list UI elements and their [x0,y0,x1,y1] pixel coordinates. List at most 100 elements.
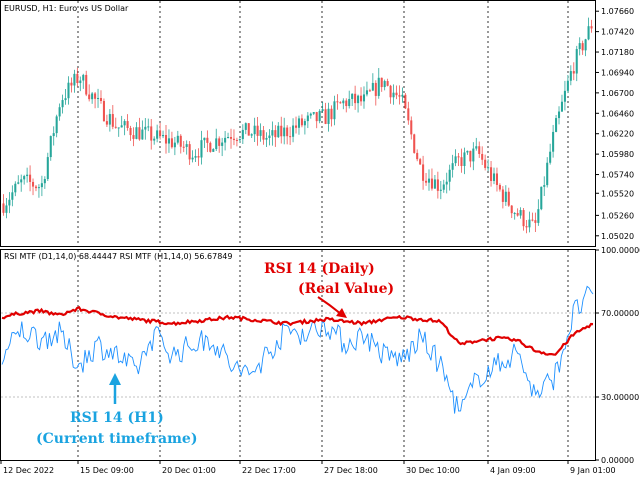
candle-body [221,142,224,146]
candle-body [191,157,194,160]
candle-body [439,189,442,191]
candle-body [206,137,209,143]
candle-body [516,213,519,216]
candle-body [336,101,339,103]
candle-body [543,185,546,187]
candle-body [312,112,315,114]
candle-body [448,169,451,182]
candle-body [97,97,100,99]
candle-body [300,118,303,126]
candle-body [212,149,215,152]
annotation-daily-line2: (Real Value) [298,281,394,297]
candle-body [327,108,330,124]
candle-body [587,26,590,40]
candle-body [487,167,490,169]
candle-body [451,163,454,170]
candle-body [333,101,336,120]
rsi-panel-title: RSI MTF (D1,14,0) 68.44447 RSI MTF (H1,1… [4,252,232,261]
candle-body [94,93,97,99]
candle-body [250,134,253,136]
rsi-h1-line [1,285,594,414]
candle-body [368,90,371,92]
candle-body [377,77,380,96]
price-tick-label: 1.05520 [601,189,634,198]
candle-body [383,81,386,88]
time-tick-label: 20 Dec 01:00 [162,466,216,475]
candle-body [283,127,286,137]
candle-body [253,125,256,135]
price-panel-frame [0,0,596,247]
candle-body [197,156,200,158]
candle-body [398,95,401,97]
candle-body [111,114,114,127]
candle-body [422,164,425,181]
candle-body [224,137,227,143]
price-gridlines [77,1,569,246]
rsi-panel-frame [0,249,596,461]
annotation-h1-arrowhead [109,373,121,385]
candle-body [348,98,351,107]
rsi-tick-label: 30.00000 [601,393,639,402]
candle-body [321,109,324,111]
annotation-daily-arrow [317,296,342,315]
candle-body [147,126,150,128]
candle-body [129,127,132,136]
price-tick-label: 1.05020 [601,232,634,241]
candle-body [5,205,8,213]
price-tick-label: 1.05260 [601,211,634,220]
candle-body [531,219,534,221]
candle-body [91,93,94,100]
candle-body [528,219,531,228]
candle-body [164,134,168,144]
candle-body [306,115,309,122]
price-tick-label: 1.07660 [601,7,634,16]
candle-body [303,121,306,126]
candle-body [475,146,478,149]
rsi-lines[interactable] [1,285,594,414]
annotation-h1-line1: RSI 14 (H1) [70,410,164,426]
candle-body [259,130,262,136]
candle-body [209,142,212,152]
rsi-tick-label: 0.00000 [601,456,634,465]
price-tick-label: 1.06700 [601,89,634,98]
candle-body [484,159,487,168]
candle-body [552,131,555,152]
candle-body [40,183,43,188]
candle-body [416,152,419,160]
candle-body [37,187,40,189]
time-axis: 12 Dec 2022 15 Dec 09:00 20 Dec 01:00 22 De… [0,460,616,475]
candle-body [342,100,345,104]
candle-body [144,126,147,130]
candle-body [354,93,357,104]
candle-body [389,85,392,98]
candle-body [49,136,52,158]
candle-body [460,157,463,166]
candle-body [492,173,496,181]
price-tick-label: 1.06220 [601,130,634,139]
candle-body [43,179,46,184]
price-tick-label: 1.06460 [601,109,634,118]
candle-body [29,174,32,182]
candle-body [469,150,472,162]
candle-body [289,136,292,138]
price-candles[interactable] [2,17,593,234]
candle-body [490,167,493,181]
candle-body [357,95,360,104]
candle-body [436,179,439,191]
candle-body [525,226,528,228]
time-tick-label: 9 Jan 01:00 [570,466,616,475]
candle-body [244,123,247,130]
candle-body [235,139,238,141]
time-tick-label: 22 Dec 17:00 [242,466,296,475]
annotation-daily-arrowhead [336,308,347,318]
candle-body [138,127,141,140]
candle-body [575,49,578,74]
price-axis: 1.07660 1.07420 1.07180 1.06940 1.06700 1.064… [595,7,634,241]
candle-body [324,109,327,124]
candle-body [442,184,445,190]
candle-body [262,130,265,140]
candle-body [58,107,61,117]
rsi-tick-label: 100.00000 [601,246,640,255]
candle-body [294,125,298,128]
